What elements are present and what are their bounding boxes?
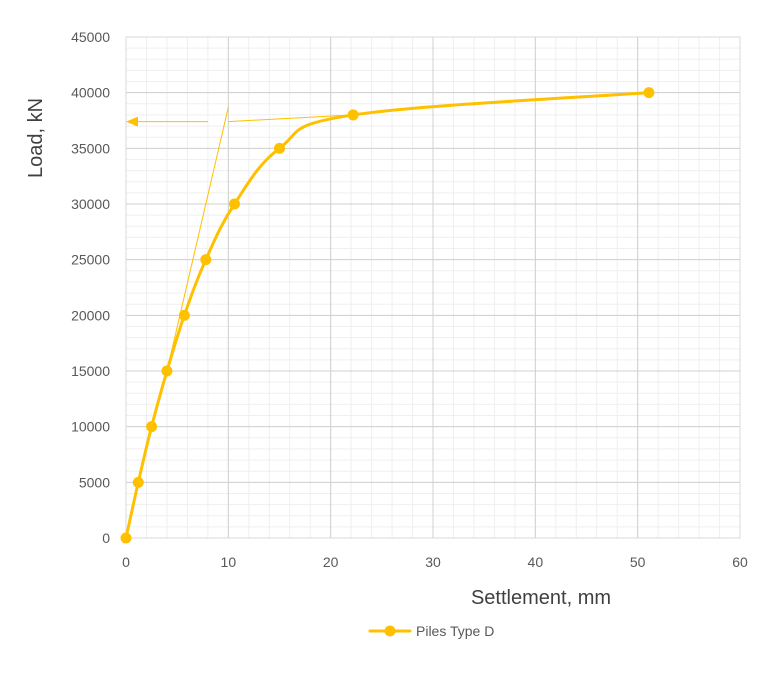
data-point: [347, 109, 359, 121]
x-tick-label: 0: [122, 554, 130, 570]
arrow-head: [126, 116, 138, 127]
annotation-layer: [126, 107, 354, 372]
x-tick-label: 30: [425, 554, 441, 570]
y-axis-ticks: 0 5000 10000 15000 20000 25000 30000 35000 40000…: [71, 29, 110, 546]
data-point: [228, 198, 240, 210]
x-tick-label: 10: [221, 554, 237, 570]
plot-area-border: [125, 36, 741, 539]
data-point: [161, 365, 173, 377]
legend: Piles Type D: [368, 623, 494, 639]
legend-series-marker: [384, 625, 396, 637]
data-point: [200, 254, 212, 266]
data-point: [274, 142, 285, 154]
x-axis-ticks: 0 10 20 30 40 50 60: [122, 554, 748, 570]
y-tick-label: 20000: [71, 307, 110, 323]
y-tick-label: 10000: [71, 419, 110, 435]
series-line: [124, 91, 651, 540]
y-tick-label: 35000: [71, 140, 110, 156]
y-tick-label: 5000: [79, 474, 110, 490]
x-tick-label: 20: [323, 554, 339, 570]
x-tick-label: 50: [630, 554, 646, 570]
y-tick-label: 0: [102, 530, 110, 546]
data-point: [120, 532, 132, 544]
y-tick-label: 15000: [71, 363, 110, 379]
data-point: [146, 421, 158, 433]
data-point: [132, 476, 144, 488]
data-point: [643, 87, 655, 99]
legend-series-label: Piles Type D: [416, 623, 494, 639]
x-axis-title: Settlement, mm: [471, 587, 611, 609]
data-point: [178, 309, 190, 321]
y-tick-label: 30000: [71, 196, 110, 212]
y-tick-label: 25000: [71, 252, 110, 268]
tangent-line: [166, 107, 229, 372]
y-axis-title: Load, kN: [25, 98, 47, 178]
series-layer: [120, 87, 655, 544]
x-tick-label: 60: [732, 554, 748, 570]
x-tick-label: 40: [528, 554, 544, 570]
y-tick-label: 45000: [71, 29, 110, 45]
tangent-line: [228, 114, 354, 123]
major-gridlines: [125, 36, 741, 539]
y-tick-label: 40000: [71, 85, 110, 101]
